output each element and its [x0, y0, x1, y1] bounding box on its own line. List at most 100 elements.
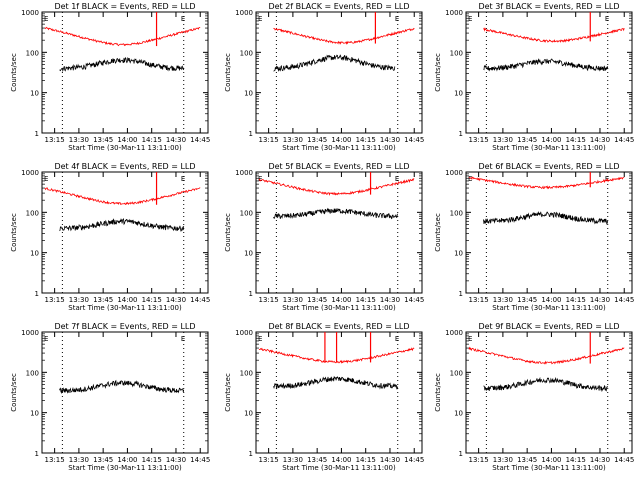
lld-series-line — [44, 187, 201, 206]
y-tick-label: 1000 — [235, 169, 253, 177]
chart-panel: Det 8f BLACK = Events, RED = LLD 1 10 100 10… — [224, 322, 424, 472]
x-tick-label: 14:30 — [590, 136, 610, 144]
x-tick-label: 13:45 — [307, 456, 327, 464]
chart-panel: Det 2f BLACK = Events, RED = LLD 1 10 100 10… — [224, 2, 424, 152]
y-tick-label: 10 — [30, 250, 39, 258]
x-tick-label: 13:45 — [93, 296, 113, 304]
x-tick-label: 14:00 — [331, 296, 351, 304]
x-axis-label: Start Time (30-Mar-11 13:11:00) — [68, 144, 182, 152]
x-tick-label: 14:15 — [566, 456, 586, 464]
x-tick-label: 13:15 — [45, 296, 65, 304]
event-marker: E — [395, 15, 399, 23]
x-tick-label: 14:45 — [404, 456, 424, 464]
y-tick-label: 10 — [244, 250, 253, 258]
events-series-line — [483, 211, 609, 225]
y-tick-label: 10 — [30, 90, 39, 98]
x-tick-label: 14:30 — [166, 136, 186, 144]
x-tick-label: 13:30 — [283, 456, 303, 464]
plot-frame — [41, 171, 209, 294]
x-axis-label: Start Time (30-Mar-11 13:11:00) — [282, 464, 396, 472]
chart-panel: Det 5f BLACK = Events, RED = LLD 1 10 100 10… — [224, 162, 424, 312]
events-series-line — [59, 56, 185, 73]
lld-series-line — [273, 27, 415, 45]
y-tick-label: 1000 — [21, 329, 39, 337]
event-marker: E — [468, 335, 472, 343]
event-marker: E — [605, 15, 609, 23]
x-axis-label: Start Time (30-Mar-11 13:11:00) — [492, 304, 606, 312]
plot-frame — [255, 11, 423, 134]
events-series-line — [273, 207, 398, 220]
x-tick-label: 14:45 — [614, 296, 634, 304]
event-marker: E — [181, 175, 185, 183]
event-marker: E — [395, 175, 399, 183]
y-tick-label: 100 — [450, 49, 463, 57]
x-tick-label: 14:45 — [614, 136, 634, 144]
x-tick-label: 13:15 — [45, 136, 65, 144]
x-tick-label: 14:15 — [356, 456, 376, 464]
x-tick-label: 13:30 — [69, 456, 89, 464]
y-tick-label: 1 — [249, 130, 253, 138]
y-tick-label: 10 — [454, 410, 463, 418]
event-marker: E — [258, 175, 262, 183]
x-tick-label: 13:15 — [469, 296, 489, 304]
x-tick-label: 14:30 — [380, 296, 400, 304]
y-tick-label: 100 — [240, 209, 253, 217]
chart-title: Det 1f BLACK = Events, RED = LLD — [54, 2, 195, 11]
x-tick-label: 13:45 — [93, 456, 113, 464]
chart-panel: Det 3f BLACK = Events, RED = LLD 1 10 100 10… — [434, 2, 634, 152]
y-tick-label: 10 — [30, 410, 39, 418]
x-tick-label: 14:45 — [190, 296, 210, 304]
y-tick-label: 1000 — [445, 329, 463, 337]
y-tick-label: 1000 — [21, 169, 39, 177]
plot-frame — [465, 331, 633, 454]
chart-panel: Det 9f BLACK = Events, RED = LLD 1 10 100 10… — [434, 322, 634, 472]
y-axis-label: Counts/sec — [10, 53, 18, 92]
x-tick-label: 13:30 — [69, 296, 89, 304]
y-axis-label: Counts/sec — [434, 53, 442, 92]
event-marker: E — [44, 175, 48, 183]
x-tick-label: 14:15 — [356, 136, 376, 144]
y-tick-label: 1 — [459, 290, 463, 298]
y-tick-label: 100 — [240, 49, 253, 57]
chart-title: Det 6f BLACK = Events, RED = LLD — [478, 162, 619, 171]
lld-series-line — [468, 176, 625, 190]
event-marker: E — [181, 15, 185, 23]
x-tick-label: 13:15 — [259, 296, 279, 304]
event-marker: E — [44, 335, 48, 343]
x-tick-label: 14:45 — [190, 136, 210, 144]
x-tick-label: 14:30 — [590, 296, 610, 304]
y-axis-label: Counts/sec — [224, 213, 232, 252]
x-tick-label: 13:15 — [469, 456, 489, 464]
x-tick-label: 13:15 — [259, 456, 279, 464]
y-tick-label: 1 — [35, 450, 39, 458]
y-tick-label: 10 — [244, 410, 253, 418]
event-marker: E — [258, 335, 262, 343]
y-tick-label: 1000 — [235, 329, 253, 337]
x-axis-label: Start Time (30-Mar-11 13:11:00) — [282, 144, 396, 152]
x-tick-label: 14:15 — [142, 296, 162, 304]
event-marker: E — [468, 175, 472, 183]
x-tick-label: 13:45 — [93, 136, 113, 144]
x-tick-label: 14:45 — [614, 456, 634, 464]
chart-panel: Det 7f BLACK = Events, RED = LLD 1 10 100 10… — [10, 322, 210, 472]
x-tick-label: 13:15 — [259, 136, 279, 144]
y-axis-label: Counts/sec — [434, 373, 442, 412]
events-series-line — [483, 58, 609, 72]
y-tick-label: 1 — [459, 130, 463, 138]
y-tick-label: 100 — [26, 209, 39, 217]
x-tick-label: 13:30 — [493, 136, 513, 144]
events-series-line — [59, 218, 185, 232]
x-tick-label: 13:30 — [493, 456, 513, 464]
x-tick-label: 14:00 — [117, 296, 137, 304]
plot-frame — [255, 171, 423, 294]
x-tick-label: 14:15 — [566, 136, 586, 144]
events-series-line — [483, 376, 609, 393]
lld-series-line — [258, 178, 415, 196]
y-axis-label: Counts/sec — [10, 213, 18, 252]
y-tick-label: 10 — [454, 250, 463, 258]
chart-panel: Det 1f BLACK = Events, RED = LLD 1 10 100 10… — [10, 2, 210, 152]
y-tick-label: 1000 — [235, 9, 253, 17]
x-tick-label: 13:45 — [307, 296, 327, 304]
chart-title: Det 8f BLACK = Events, RED = LLD — [268, 322, 409, 331]
